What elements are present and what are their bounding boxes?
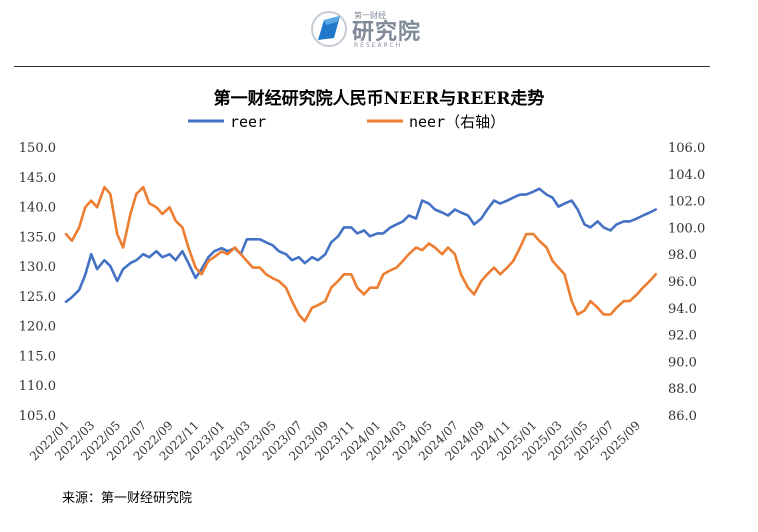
logo-name: 研究院 bbox=[352, 20, 422, 45]
header-divider bbox=[14, 66, 710, 67]
left-tick-label: 110.0 bbox=[19, 379, 56, 394]
left-tick-label: 140.0 bbox=[19, 201, 56, 216]
series-line-reer bbox=[64, 187, 658, 304]
legend-label: reer bbox=[230, 113, 266, 131]
right-tick-label: 100.0 bbox=[668, 221, 705, 236]
left-tick-label: 130.0 bbox=[19, 260, 56, 275]
left-tick-label: 105.0 bbox=[19, 409, 56, 424]
right-tick-label: 104.0 bbox=[668, 168, 705, 183]
legend-label: neer（右轴） bbox=[409, 113, 505, 131]
research-logo: 第一财经 研究院 RESEARCH bbox=[310, 6, 430, 56]
logo-small-text: 第一财经 bbox=[354, 11, 386, 20]
right-axis: 86.0 88.0 90.0 92.0 94.0 96.0 98.0 100.0 102.0 10… bbox=[668, 141, 705, 424]
left-tick-label: 120.0 bbox=[19, 320, 56, 335]
series-layer bbox=[64, 185, 658, 323]
chart-title: 第一财经研究院人民币NEER与REER走势 bbox=[213, 89, 545, 109]
logo-mark-icon bbox=[311, 11, 347, 47]
source-note: 来源：第一财经研究院 bbox=[62, 491, 193, 506]
left-tick-label: 115.0 bbox=[19, 349, 56, 364]
right-tick-label: 98.0 bbox=[668, 248, 697, 263]
right-tick-label: 106.0 bbox=[668, 141, 705, 156]
logo-english: RESEARCH bbox=[354, 42, 403, 49]
left-tick-label: 145.0 bbox=[19, 171, 56, 186]
chart-legend: reer neer（右轴） bbox=[188, 113, 505, 131]
left-axis: 105.0 110.0 115.0 120.0 125.0 130.0 135.0 140.0… bbox=[19, 141, 56, 424]
left-tick-label: 125.0 bbox=[19, 290, 56, 305]
right-tick-label: 86.0 bbox=[668, 409, 697, 424]
right-tick-label: 94.0 bbox=[668, 302, 697, 317]
series-line-neer bbox=[64, 185, 658, 323]
left-tick-label: 135.0 bbox=[19, 230, 56, 245]
x-axis: 2022/012022/032022/052022/072022/092022/… bbox=[27, 418, 643, 463]
right-tick-label: 88.0 bbox=[668, 382, 697, 397]
right-tick-label: 90.0 bbox=[668, 355, 697, 370]
left-tick-label: 150.0 bbox=[19, 141, 56, 156]
right-tick-label: 102.0 bbox=[668, 195, 705, 210]
right-tick-label: 92.0 bbox=[668, 329, 697, 344]
right-tick-label: 96.0 bbox=[668, 275, 697, 290]
